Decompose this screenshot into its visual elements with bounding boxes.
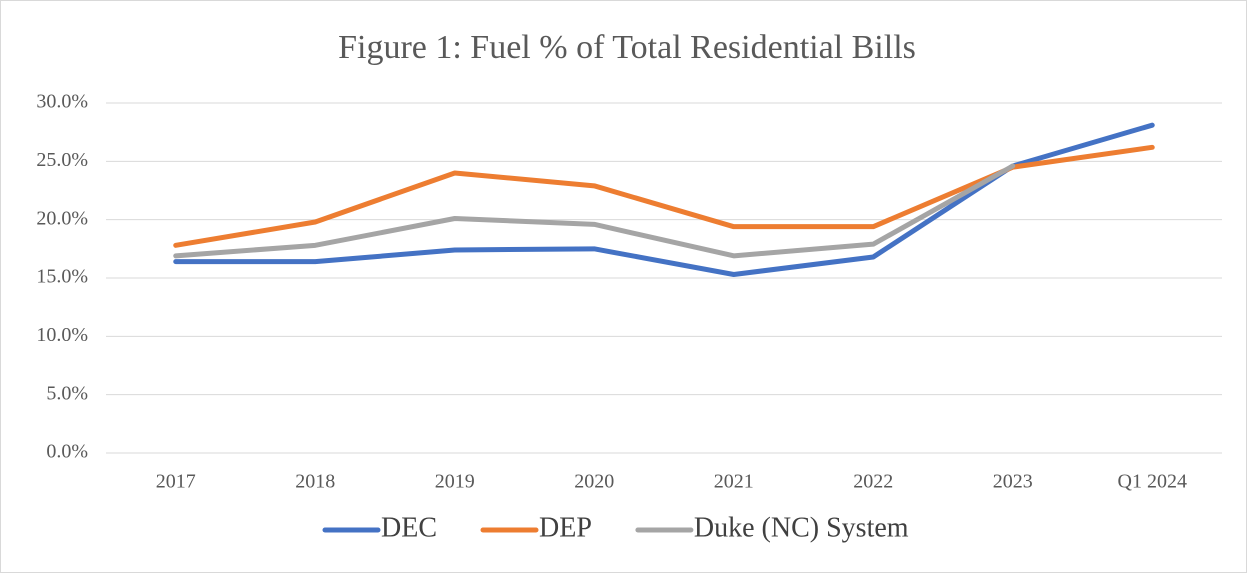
x-tick-label: 2023 — [993, 471, 1033, 493]
x-tick-label: 2022 — [853, 471, 893, 493]
legend-label: DEP — [539, 512, 592, 543]
x-tick-label: 2021 — [714, 471, 754, 493]
x-tick-label: 2019 — [435, 471, 475, 493]
legend-label: DEC — [381, 512, 437, 543]
y-tick-label: 25.0% — [36, 149, 88, 171]
y-tick-label: 30.0% — [36, 91, 88, 113]
y-tick-label: 5.0% — [46, 382, 88, 404]
x-tick-label: Q1 2024 — [1118, 471, 1187, 493]
x-tick-label: 2017 — [156, 471, 196, 493]
legend-label: Duke (NC) System — [694, 512, 909, 543]
y-tick-label: 20.0% — [36, 207, 88, 229]
y-tick-label: 0.0% — [46, 441, 88, 463]
y-tick-label: 10.0% — [36, 324, 88, 346]
series-line — [173, 163, 1016, 259]
x-tick-label: 2018 — [295, 471, 335, 493]
x-tick-label: 2020 — [574, 471, 614, 493]
y-tick-label: 15.0% — [36, 266, 88, 288]
chart-title: Figure 1: Fuel % of Total Residential Bi… — [338, 29, 916, 66]
